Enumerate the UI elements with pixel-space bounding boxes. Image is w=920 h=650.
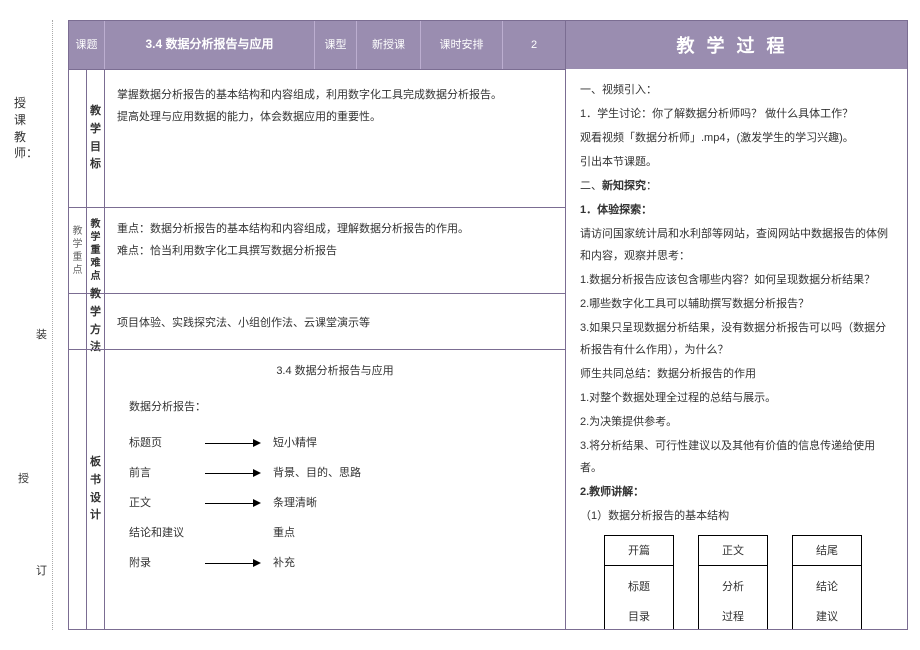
board-item-right: 条理清晰 — [273, 492, 317, 514]
board-item-right: 重点 — [273, 522, 295, 544]
board-item-right: 短小精悍 — [273, 432, 317, 454]
content-teaching-focus: 重点：数据分析报告的基本结构和内容组成，理解数据分析报告的作用。 难点：恰当利用… — [105, 208, 565, 293]
board-item-left: 结论和建议 — [129, 522, 193, 544]
board-title: 3.4 数据分析报告与应用 — [111, 354, 559, 392]
board-item: 标题页 短小精悍 — [111, 428, 559, 458]
box-top: 结尾 — [793, 536, 861, 566]
board-item: 正文 条理清晰 — [111, 488, 559, 518]
board-item: 前言 背景、目的、思路 — [111, 458, 559, 488]
arrow-icon — [205, 469, 261, 477]
structure-box: 开篇标题目录 — [604, 535, 674, 629]
teaching-process-header: 教学过程 — [566, 21, 907, 69]
mini-label-method — [69, 294, 87, 349]
board-item: 附录 补充 — [111, 548, 559, 578]
header-row: 课题 3.4 数据分析报告与应用 课型 新授课 课时安排 2 — [69, 21, 565, 69]
row-teaching-method: 教学方法 项目体验、实践探究法、小组创作法、云课堂演示等 — [69, 293, 565, 349]
label-board-design: 板书设计 — [87, 350, 105, 629]
board-item-right: 补充 — [273, 552, 295, 574]
row-teaching-focus: 教学重点 教学重难点 重点：数据分析报告的基本结构和内容组成，理解数据分析报告的… — [69, 207, 565, 293]
content-teaching-target: 掌握数据分析报告的基本结构和内容组成，利用数字化工具完成数据分析报告。 提高处理… — [105, 70, 565, 207]
s2-sub: 1．体验探索： — [580, 199, 893, 221]
s2-line4: 3.如果只呈现数据分析结果，没有数据分析报告可以吗（数据分析报告有什么作用），为… — [580, 317, 893, 361]
box-top: 正文 — [699, 536, 767, 566]
right-column: 教学过程 一、视频引入： 1．学生讨论：你了解数据分析师吗？ 做什么具体工作？ … — [565, 21, 907, 629]
structure-boxes: 开篇标题目录正文分析过程结尾结论建议 — [604, 535, 893, 629]
arrow-icon — [205, 559, 261, 567]
margin-mark-2: 授 — [18, 470, 29, 486]
s2-pt3: 3.将分析结果、可行性建议以及其他有价值的信息传递给使用者。 — [580, 435, 893, 479]
hdr-type-label: 课型 — [315, 21, 357, 69]
focus-line1: 重点：数据分析报告的基本结构和内容组成，理解数据分析报告的作用。 — [117, 218, 553, 240]
method-text: 项目体验、实践探究法、小组创作法、云课堂演示等 — [117, 312, 553, 334]
s2-line1: 请访问国家统计局和水利部等网站，查阅网站中数据报告的体例和内容，观察并思考： — [580, 223, 893, 267]
s2-line3: 2.哪些数字化工具可以辅助撰写数据分析报告？ — [580, 293, 893, 315]
content-board-design: 3.4 数据分析报告与应用 数据分析报告： 标题页 短小精悍前言 背景、目的、思路正… — [105, 350, 565, 629]
side-teacher-label: 授课教师： — [14, 95, 28, 162]
board-item-left: 标题页 — [129, 432, 193, 454]
label-teaching-focus: 教学重难点 — [87, 208, 105, 293]
hdr-schedule-value: 2 — [503, 21, 565, 69]
left-column: 课题 3.4 数据分析报告与应用 课型 新授课 课时安排 2 教学目标 掌握数据… — [69, 21, 565, 629]
box-bottom: 分析过程 — [699, 566, 767, 629]
s2-pt1: 1.对整个数据处理全过程的总结与展示。 — [580, 387, 893, 409]
s2-pt2: 2.为决策提供参考。 — [580, 411, 893, 433]
box-bottom: 结论建议 — [793, 566, 861, 629]
arrow-icon — [205, 439, 261, 447]
teaching-process-body: 一、视频引入： 1．学生讨论：你了解数据分析师吗？ 做什么具体工作？ 观看视频「… — [566, 69, 907, 629]
target-line2: 提高处理与应用数据的能力，体会数据应用的重要性。 — [117, 106, 553, 128]
label-teaching-method: 教学方法 — [87, 294, 105, 349]
hdr-schedule-label: 课时安排 — [421, 21, 503, 69]
board-item-left: 正文 — [129, 492, 193, 514]
focus-line2: 难点：恰当利用数字化工具撰写数据分析报告 — [117, 240, 553, 262]
hdr-type-value: 新授课 — [357, 21, 421, 69]
box-top: 开篇 — [605, 536, 673, 566]
board-item: 结论和建议 重点 — [111, 518, 559, 548]
s1-line1: 1．学生讨论：你了解数据分析师吗？ 做什么具体工作？ — [580, 103, 893, 125]
s1-line2: 观看视频「数据分析师」.mp4，(激发学生的学习兴趣)。 — [580, 127, 893, 149]
board-item-left: 附录 — [129, 552, 193, 574]
box-bottom: 标题目录 — [605, 566, 673, 629]
mini-label-target — [69, 70, 87, 207]
board-items: 标题页 短小精悍前言 背景、目的、思路正文 条理清晰结论和建议 重点附录 补充 — [111, 428, 559, 578]
board-intro: 数据分析报告： — [111, 392, 559, 428]
mini-label-focus: 教学重点 — [69, 208, 87, 293]
s2-line2: 1.数据分析报告应该包含哪些内容？如何呈现数据分析结果？ — [580, 269, 893, 291]
content-teaching-method: 项目体验、实践探究法、小组创作法、云课堂演示等 — [105, 294, 565, 349]
section2-title: 二、新知探究： — [580, 175, 893, 197]
s1-line3: 引出本节课题。 — [580, 151, 893, 173]
board-item-right: 背景、目的、思路 — [273, 462, 361, 484]
lesson-plan-table: 课题 3.4 数据分析报告与应用 课型 新授课 课时安排 2 教学目标 掌握数据… — [68, 20, 908, 630]
hdr-topic-label: 课题 — [69, 21, 105, 69]
label-teaching-target: 教学目标 — [87, 70, 105, 207]
structure-box: 结尾结论建议 — [792, 535, 862, 629]
s3-line1: （1）数据分析报告的基本结构 — [580, 505, 893, 527]
mini-label-board — [69, 350, 87, 629]
dotted-margin-line — [52, 20, 53, 630]
row-teaching-target: 教学目标 掌握数据分析报告的基本结构和内容组成，利用数字化工具完成数据分析报告。… — [69, 69, 565, 207]
board-item-left: 前言 — [129, 462, 193, 484]
row-board-design: 板书设计 3.4 数据分析报告与应用 数据分析报告： 标题页 短小精悍前言 背景、目… — [69, 349, 565, 629]
hdr-topic-value: 3.4 数据分析报告与应用 — [105, 21, 315, 69]
structure-box: 正文分析过程 — [698, 535, 768, 629]
arrow-icon — [205, 499, 261, 507]
s2-summary: 师生共同总结：数据分析报告的作用 — [580, 363, 893, 385]
target-line1: 掌握数据分析报告的基本结构和内容组成，利用数字化工具完成数据分析报告。 — [117, 84, 553, 106]
margin-mark-3: 订 — [36, 562, 47, 578]
margin-mark-1: 装 — [36, 326, 47, 342]
side-label-text: 授课教师： — [14, 95, 28, 162]
section1-title: 一、视频引入： — [580, 79, 893, 101]
section2-bold: 新知探究 — [602, 180, 646, 192]
s3-title: 2.教师讲解： — [580, 481, 893, 503]
